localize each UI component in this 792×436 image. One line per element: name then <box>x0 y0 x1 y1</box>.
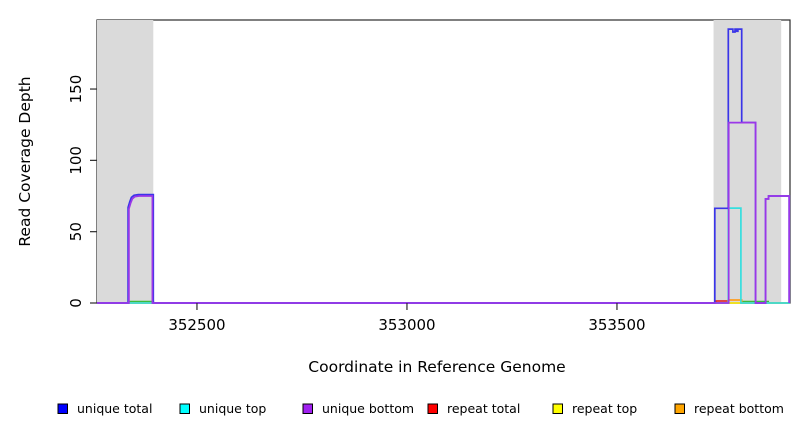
x-tick-label: 352500 <box>168 316 225 334</box>
legend-swatch <box>552 403 563 414</box>
legend-label: unique bottom <box>322 401 414 416</box>
legend-swatch <box>302 403 313 414</box>
legend: unique total unique top unique bottom repea… <box>57 401 784 416</box>
plot-frame <box>96 19 791 304</box>
y-axis-title: Read Coverage Depth <box>16 76 34 246</box>
repeat-region-band <box>97 20 154 303</box>
repeat-region-band <box>713 20 782 303</box>
legend-label: repeat top <box>572 401 637 416</box>
legend-swatch <box>674 403 685 414</box>
series-unique-total <box>97 28 791 304</box>
shaded-regions <box>97 20 782 303</box>
legend-label: unique top <box>199 401 266 416</box>
legend-label: repeat total <box>447 401 520 416</box>
y-tick-label: 50 <box>67 222 85 241</box>
legend-label: unique total <box>77 401 152 416</box>
y-axis: 0 50 100 150 <box>67 75 97 308</box>
legend-item-repeat-top: repeat top <box>552 401 637 416</box>
series-unique-bottom <box>97 121 791 304</box>
series-unique-top <box>97 207 790 304</box>
legend-item-unique-bottom: unique bottom <box>302 401 414 416</box>
y-tick-label: 150 <box>67 75 85 104</box>
x-axis: 352500 353000 353500 <box>168 303 646 334</box>
series-lines <box>97 28 791 304</box>
x-axis-title: Coordinate in Reference Genome <box>308 358 565 376</box>
y-tick-label: 0 <box>67 298 85 308</box>
legend-item-unique-total: unique total <box>57 401 152 416</box>
legend-label: repeat bottom <box>694 401 784 416</box>
legend-item-repeat-bottom: repeat bottom <box>674 401 784 416</box>
legend-item-unique-top: unique top <box>179 401 266 416</box>
legend-swatch <box>427 403 438 414</box>
y-tick-label: 100 <box>67 146 85 175</box>
legend-item-repeat-total: repeat total <box>427 401 520 416</box>
legend-swatch <box>57 403 68 414</box>
x-tick-label: 353000 <box>378 316 435 334</box>
x-tick-label: 353500 <box>588 316 645 334</box>
legend-swatch <box>179 403 190 414</box>
